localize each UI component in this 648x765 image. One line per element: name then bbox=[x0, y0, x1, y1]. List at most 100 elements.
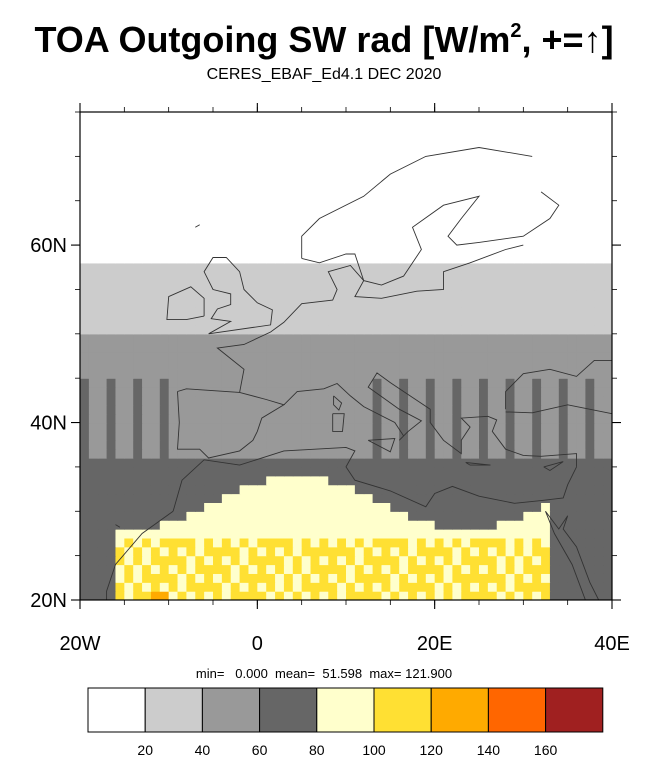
field-cell bbox=[230, 564, 241, 574]
field-cell bbox=[124, 271, 134, 282]
field-cell bbox=[408, 360, 418, 370]
field-cell bbox=[186, 200, 196, 211]
field-cell bbox=[408, 431, 418, 441]
field-cell bbox=[443, 378, 453, 388]
field-cell bbox=[408, 253, 418, 264]
field-cell bbox=[115, 360, 125, 370]
field-cell bbox=[195, 546, 205, 557]
field-cell bbox=[239, 413, 250, 424]
field-cell bbox=[133, 395, 143, 406]
field-cell bbox=[319, 218, 329, 228]
field-cell bbox=[523, 165, 533, 175]
field-cell bbox=[585, 493, 595, 503]
field-cell bbox=[266, 245, 276, 255]
field-cell bbox=[425, 147, 436, 157]
field-cell bbox=[487, 245, 498, 255]
field-cell bbox=[372, 209, 383, 220]
field-cell bbox=[461, 245, 471, 255]
field-cell bbox=[452, 591, 462, 600]
field-cell bbox=[248, 413, 258, 424]
field-cell bbox=[354, 138, 365, 149]
field-cell bbox=[549, 324, 560, 335]
field-cell bbox=[221, 138, 232, 149]
field-cell bbox=[159, 458, 170, 468]
field-cell bbox=[142, 298, 152, 308]
field-cell bbox=[195, 520, 205, 530]
field-cell bbox=[399, 342, 409, 353]
field-cell bbox=[168, 564, 179, 574]
field-cell bbox=[532, 413, 542, 424]
field-cell bbox=[275, 466, 285, 477]
field-cell bbox=[195, 378, 205, 388]
field-cell bbox=[452, 573, 462, 583]
field-cell bbox=[399, 351, 409, 362]
field-cell bbox=[443, 209, 453, 220]
field-cell bbox=[479, 165, 489, 175]
field-cell bbox=[168, 200, 179, 211]
field-cell bbox=[124, 493, 134, 503]
field-cell bbox=[523, 555, 533, 566]
field-cell bbox=[150, 369, 161, 379]
field-cell bbox=[239, 360, 250, 370]
field-cell bbox=[452, 440, 462, 450]
field-cell bbox=[177, 564, 187, 574]
colorbar-swatch bbox=[144, 687, 203, 733]
field-cell bbox=[142, 200, 152, 211]
field-cell bbox=[408, 182, 418, 193]
field-cell bbox=[301, 307, 312, 317]
field-cell bbox=[97, 360, 108, 370]
field-cell bbox=[266, 209, 276, 220]
field-cell bbox=[328, 324, 338, 335]
field-cell bbox=[354, 466, 365, 477]
field-cell bbox=[150, 120, 161, 131]
field-cell bbox=[106, 440, 117, 450]
field-cell bbox=[186, 333, 196, 344]
field-cell bbox=[496, 502, 507, 512]
field-cell bbox=[541, 182, 551, 193]
field-cell bbox=[532, 431, 542, 441]
field-cell bbox=[541, 191, 551, 202]
field-cell bbox=[213, 262, 223, 273]
field-cell bbox=[310, 165, 320, 175]
field-cell bbox=[390, 209, 400, 220]
field-cell bbox=[541, 413, 551, 424]
field-cell bbox=[514, 511, 524, 521]
field-cell bbox=[408, 324, 418, 335]
x-tick-label: 20W bbox=[59, 633, 100, 655]
field-cell bbox=[80, 129, 90, 140]
field-cell bbox=[603, 573, 612, 583]
field-cell bbox=[496, 360, 507, 370]
field-cell bbox=[434, 156, 445, 166]
field-cell bbox=[354, 174, 365, 184]
field-cell bbox=[594, 129, 604, 140]
field-cell bbox=[505, 387, 516, 397]
field-cell bbox=[549, 342, 560, 353]
field-cell bbox=[434, 138, 445, 149]
field-cell bbox=[124, 466, 134, 477]
field-cell bbox=[328, 511, 338, 521]
field-cell bbox=[266, 546, 276, 557]
field-cell bbox=[470, 262, 480, 273]
field-cell bbox=[399, 529, 409, 539]
field-cell bbox=[310, 324, 320, 335]
field-cell bbox=[213, 289, 223, 299]
field-cell bbox=[381, 387, 391, 397]
field-cell bbox=[195, 147, 205, 157]
field-cell bbox=[434, 591, 445, 600]
field-cell bbox=[594, 395, 604, 406]
field-cell bbox=[523, 369, 533, 379]
field-cell bbox=[266, 404, 276, 415]
field-cell bbox=[381, 209, 391, 220]
field-cell bbox=[514, 529, 524, 539]
field-cell bbox=[142, 431, 152, 441]
field-cell bbox=[150, 564, 161, 574]
field-cell bbox=[470, 156, 480, 166]
field-cell bbox=[150, 395, 161, 406]
field-cell bbox=[186, 271, 196, 282]
field-cell bbox=[470, 529, 480, 539]
field-cell bbox=[496, 307, 507, 317]
field-cell bbox=[594, 458, 604, 468]
field-cell bbox=[461, 165, 471, 175]
field-cell bbox=[150, 502, 161, 512]
field-cell bbox=[80, 120, 90, 131]
